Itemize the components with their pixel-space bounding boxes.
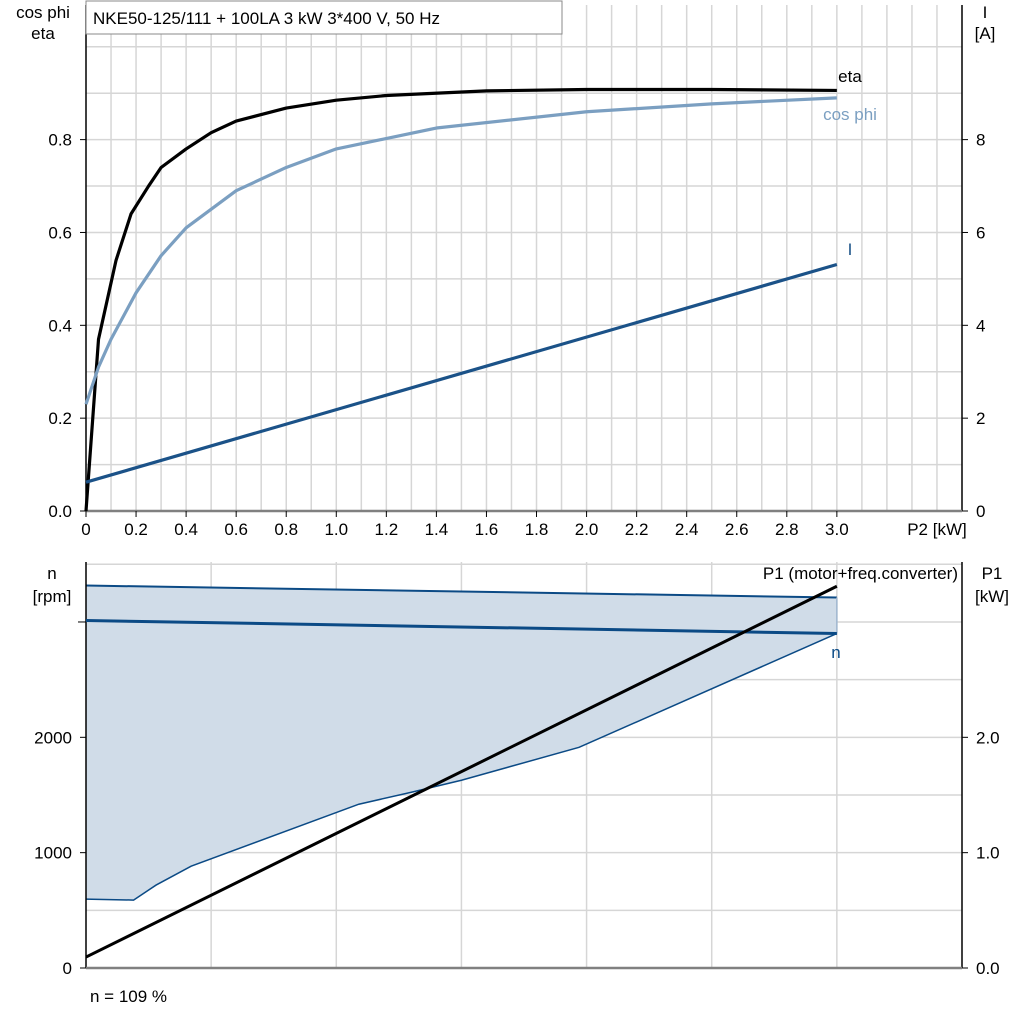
- series-label: P1 (motor+freq.converter): [763, 564, 958, 583]
- y-axis-label: eta: [31, 24, 55, 43]
- x-tick-label: 2.4: [675, 520, 699, 539]
- y2-tick-label: 0.0: [976, 959, 1000, 978]
- y-tick-label: 0: [63, 959, 72, 978]
- y-tick-label: 0.4: [48, 316, 72, 335]
- chart-title: NKE50-125/111 + 100LA 3 kW 3*400 V, 50 H…: [93, 9, 440, 28]
- x-tick-label: 1.4: [425, 520, 449, 539]
- operating-range-area: [86, 585, 837, 901]
- title-box: [85, 0, 563, 35]
- series-line-I: [85, 262, 838, 484]
- range-upper-line: [85, 584, 837, 599]
- x-tick-label: 2.8: [775, 520, 799, 539]
- plot-area: [86, 5, 962, 511]
- y-axis-label: n: [47, 564, 56, 583]
- x-axis-label: P2 [kW]: [907, 520, 967, 539]
- annotation: n = 109 %: [90, 987, 167, 1006]
- x-tick-label: 1.0: [324, 520, 348, 539]
- y-tick-label: 0.0: [48, 502, 72, 521]
- y-tick-label: 0.2: [48, 409, 72, 428]
- y2-axis-label: [A]: [975, 24, 996, 43]
- series-label: eta: [838, 67, 862, 86]
- y2-tick-label: 2.0: [976, 728, 1000, 747]
- x-tick-label: 2.0: [575, 520, 599, 539]
- x-tick-label: 1.2: [375, 520, 399, 539]
- y2-axis-label: P1: [982, 564, 1003, 583]
- y2-tick-label: 4: [976, 316, 985, 335]
- y-tick-label: 2000: [34, 728, 72, 747]
- range-lower-line: [85, 632, 838, 901]
- series-line-n: [85, 618, 837, 636]
- y-tick-label: 0.8: [48, 131, 72, 150]
- x-tick-label: 0: [81, 520, 90, 539]
- x-tick-label: 0.8: [274, 520, 298, 539]
- y2-tick-label: 1.0: [976, 844, 1000, 863]
- y2-tick-label: 8: [976, 131, 985, 150]
- series-line-cos-phi: [84, 96, 837, 405]
- x-tick-label: 1.6: [475, 520, 499, 539]
- x-tick-label: 0.6: [224, 520, 248, 539]
- x-tick-label: 0.2: [124, 520, 148, 539]
- series-label: I: [848, 240, 853, 259]
- y-tick-label: 1000: [34, 844, 72, 863]
- y2-tick-label: 6: [976, 223, 985, 242]
- series-line-eta: [84, 87, 837, 512]
- x-tick-label: 2.2: [625, 520, 649, 539]
- y-tick-label: 0.6: [48, 223, 72, 242]
- x-tick-label: 0.4: [174, 520, 198, 539]
- y2-tick-label: 2: [976, 409, 985, 428]
- series-line-p1: [85, 584, 838, 959]
- series-label: cos phi: [823, 105, 877, 124]
- y-axis-label: [rpm]: [33, 587, 72, 606]
- y2-axis-label: I: [983, 3, 988, 22]
- y2-axis-label: [kW]: [975, 587, 1009, 606]
- series-label: n: [831, 643, 840, 662]
- x-tick-label: 3.0: [825, 520, 849, 539]
- x-tick-label: 1.8: [525, 520, 549, 539]
- y-axis-label: cos phi: [16, 3, 70, 22]
- y2-tick-label: 0: [976, 502, 985, 521]
- x-tick-label: 2.6: [725, 520, 749, 539]
